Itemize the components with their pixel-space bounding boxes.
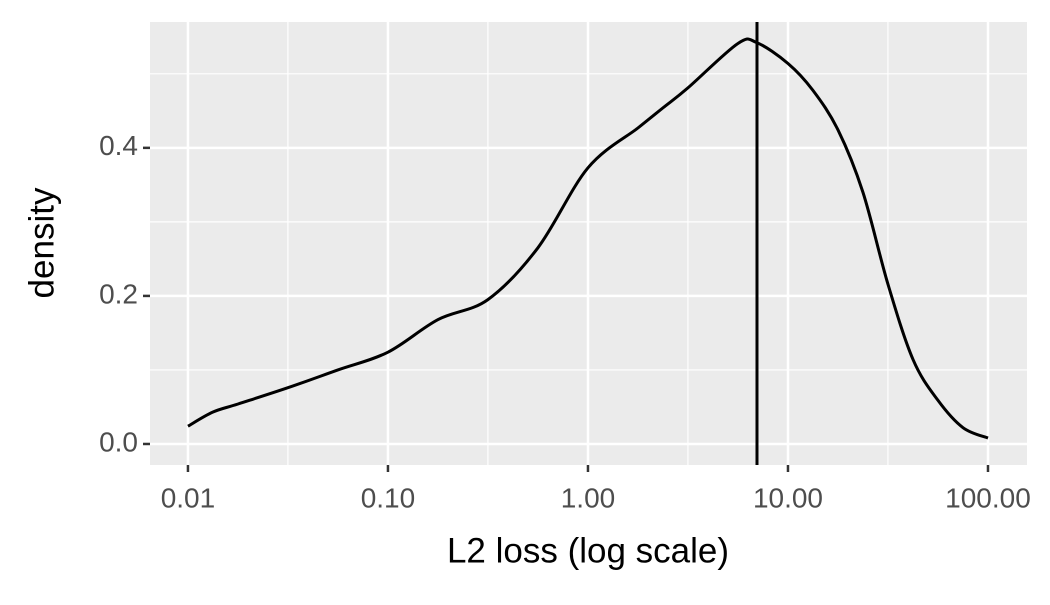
density-line: [187, 37, 989, 440]
x-tick-label: 0.10: [361, 482, 416, 513]
x-tick-label: 0.01: [161, 482, 216, 513]
y-tick-label: 0.2: [99, 278, 138, 309]
y-tick-label: 0.0: [99, 426, 138, 457]
y-axis-title: density: [22, 187, 61, 298]
x-tick-label: 100.00: [945, 482, 1031, 513]
y-tick-label: 0.4: [99, 130, 138, 161]
x-axis-title: L2 loss (log scale): [447, 531, 729, 570]
x-tick-label: 10.00: [753, 482, 823, 513]
x-tick-label: 1.00: [561, 482, 616, 513]
